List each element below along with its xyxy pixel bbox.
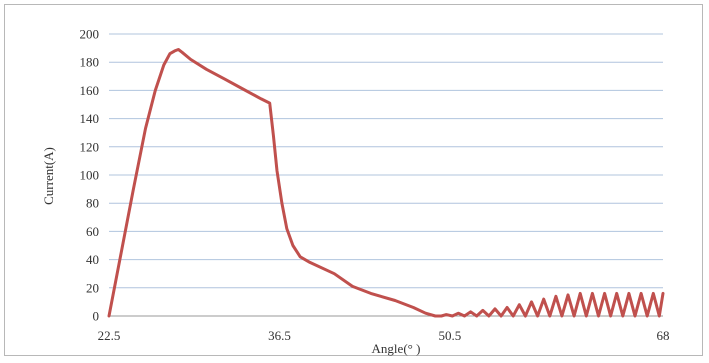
series-line <box>107 48 665 318</box>
y-tick-label: 140 <box>80 111 100 126</box>
x-axis-title: Angle(° ) <box>372 341 421 356</box>
y-tick-label: 60 <box>86 224 99 239</box>
y-tick-label: 160 <box>80 83 100 98</box>
x-tick-label: 22.5 <box>98 328 121 343</box>
x-tick-label: 50.5 <box>439 328 462 343</box>
y-axis-title: Current(A) <box>41 147 56 205</box>
series-layer <box>107 48 665 318</box>
y-tick-label: 180 <box>80 55 100 70</box>
y-tick-label: 40 <box>86 252 99 267</box>
x-tick-label: 36.5 <box>268 328 291 343</box>
y-tick-label: 0 <box>93 309 100 324</box>
y-tick-label: 80 <box>86 196 99 211</box>
y-tick-label: 200 <box>80 27 100 42</box>
y-tick-label: 120 <box>80 139 100 154</box>
x-tick-labels: 22.5 36.5 50.5 68 <box>98 328 670 343</box>
x-tick-label: 68 <box>657 328 670 343</box>
y-tick-label: 100 <box>80 168 100 183</box>
y-tick-label: 20 <box>86 280 99 295</box>
line-chart: 0 20 40 60 80 100 120 140 160 180 200 22.5 36.5 50.5… <box>41 27 670 357</box>
gridlines <box>109 33 663 317</box>
chart-frame: 0 20 40 60 80 100 120 140 160 180 200 22.5 36.5 50.5… <box>4 4 703 356</box>
y-tick-labels: 0 20 40 60 80 100 120 140 160 180 200 <box>80 27 100 324</box>
